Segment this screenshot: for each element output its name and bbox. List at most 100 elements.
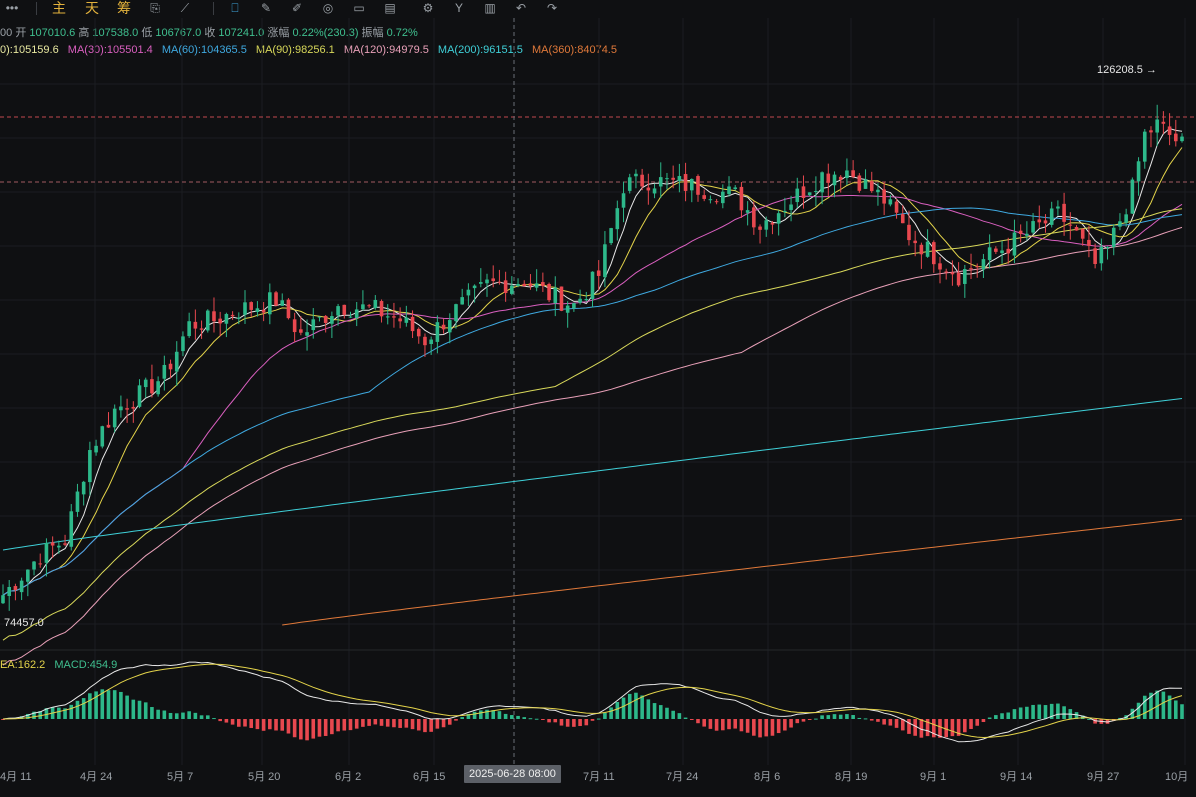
tab-main[interactable]: 主: [52, 0, 66, 16]
candle: [435, 322, 440, 342]
candle: [888, 199, 893, 205]
macd-bar: [88, 693, 92, 719]
candle: [1155, 119, 1159, 133]
macd-bar: [1025, 706, 1029, 719]
candle: [541, 282, 545, 287]
brush-icon[interactable]: ✎: [260, 1, 272, 15]
candle: [423, 336, 427, 346]
macd-bar: [150, 707, 154, 719]
macd-bar: [863, 718, 868, 720]
trash-can-icon[interactable]: ▥: [484, 1, 496, 15]
candle: [385, 316, 390, 318]
candle: [503, 280, 508, 293]
macd-bar: [553, 719, 558, 723]
macd-bar: [286, 719, 291, 734]
candle: [565, 305, 570, 313]
candle: [1018, 230, 1023, 234]
candle: [26, 569, 30, 582]
ma-360-line: [282, 518, 1183, 626]
candle: [311, 319, 316, 331]
candle: [1149, 130, 1153, 133]
macd-bar: [466, 713, 471, 719]
macd-bar: [305, 719, 309, 741]
macd-bar: [956, 719, 961, 736]
macd-bar: [528, 718, 533, 720]
price-high-label: 126208.5 →: [1097, 64, 1157, 76]
camera-icon[interactable]: ◎: [322, 1, 334, 15]
candle: [826, 173, 831, 183]
more-dots-icon[interactable]: •••: [5, 1, 19, 15]
candle: [1080, 228, 1085, 239]
indicator-icon[interactable]: ⎘: [150, 0, 160, 15]
macd-bar: [1180, 704, 1184, 719]
candle: [820, 172, 824, 193]
bookmark-icon[interactable]: ⎕: [231, 0, 239, 15]
open-label: 开: [15, 27, 27, 39]
candle: [44, 542, 49, 563]
macd-bar: [81, 698, 86, 719]
candle: [950, 272, 955, 275]
candle: [987, 247, 992, 261]
macd-bar: [32, 711, 36, 719]
candle: [1173, 133, 1178, 142]
candle: [255, 308, 260, 312]
candle: [938, 263, 942, 270]
candle: [919, 244, 924, 255]
macd-bar: [398, 719, 402, 728]
fork-icon[interactable]: Y: [454, 1, 463, 15]
candle: [702, 195, 706, 199]
macd-bar: [292, 719, 297, 738]
candle: [733, 187, 738, 190]
candle: [640, 174, 644, 187]
macd-bar: [1173, 700, 1178, 719]
candle: [392, 316, 396, 318]
ma-legend-item: MA(120):94979.5: [343, 44, 429, 56]
candle: [75, 491, 80, 512]
settings-icon[interactable]: ⚙: [422, 1, 434, 15]
undo-icon[interactable]: ↶: [515, 1, 527, 15]
low-value: 106767.0: [155, 27, 202, 39]
candle: [1087, 239, 1091, 246]
candle: [416, 328, 421, 337]
ma-120-line: [2, 226, 1183, 666]
text-icon[interactable]: ▭: [353, 1, 365, 15]
candle: [1093, 248, 1097, 265]
macd-bar: [485, 709, 489, 719]
macd-bar: [261, 719, 266, 731]
candle: [212, 311, 216, 322]
candle: [925, 241, 930, 257]
crosshair-date-label: 2025-06-28 08:00: [464, 765, 561, 783]
macd-bar: [1087, 718, 1091, 720]
candle: [137, 385, 142, 407]
x-tick: 4月 24: [80, 771, 113, 783]
trash-icon[interactable]: ▤: [384, 1, 396, 15]
x-tick: 4月 11: [0, 771, 32, 783]
macd-bar: [925, 719, 930, 737]
ruler-icon[interactable]: ⟋: [180, 0, 190, 15]
candle: [491, 278, 496, 282]
candle: [81, 481, 86, 495]
tab-chips[interactable]: 筹: [117, 0, 131, 16]
high-value: 107538.0: [92, 27, 139, 39]
ma-90-line: [2, 208, 1183, 641]
macd-bar: [274, 719, 278, 731]
candle: [1130, 179, 1135, 214]
macd-bar: [913, 719, 917, 736]
macd-bar: [845, 714, 849, 719]
candle: [627, 177, 632, 191]
candle: [795, 188, 800, 203]
candle: [572, 303, 576, 309]
macd-bar: [323, 719, 328, 736]
candle: [1006, 248, 1011, 254]
candle: [876, 189, 880, 193]
pen-icon[interactable]: ✐: [291, 1, 303, 15]
macd-bar: [106, 690, 111, 719]
tab-day[interactable]: 天: [85, 0, 99, 16]
candle: [57, 545, 61, 548]
x-tick: 8月 6: [754, 771, 781, 783]
macd-bar: [801, 719, 806, 722]
candle: [174, 351, 179, 372]
redo-icon[interactable]: ↷: [546, 1, 558, 15]
macd-bar: [590, 719, 595, 721]
